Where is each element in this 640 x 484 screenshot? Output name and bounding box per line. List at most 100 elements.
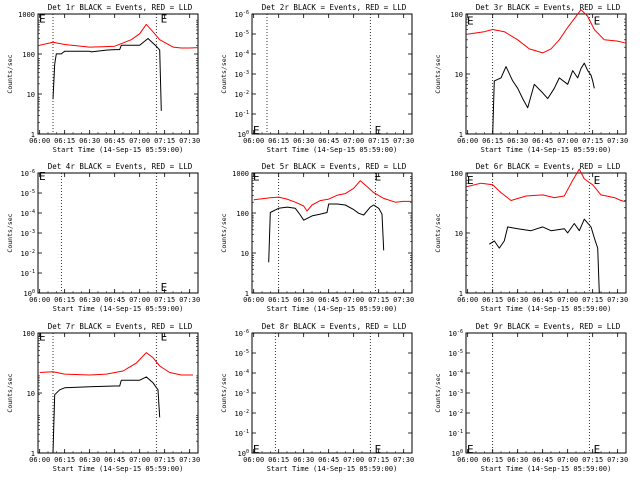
tick-exponent: -4 — [243, 50, 249, 56]
y-tick-label: 10-1 — [235, 110, 249, 119]
y-tick-label: 10-4 — [449, 369, 463, 378]
y-axis-label: Counts/sec — [434, 213, 442, 252]
plot-frame — [465, 332, 627, 454]
x-tick-label: 07:30 — [607, 137, 628, 145]
x-tick-label: 07:00 — [557, 456, 578, 464]
panel-det-9: Det 9r BLACK = Events, RED = LLD 100 10-1 1… — [434, 322, 628, 473]
y-tick-label: 100 — [450, 11, 463, 19]
e-marker: E — [594, 15, 601, 28]
tick-exponent: -5 — [457, 349, 463, 355]
y-tick-label: 10-4 — [235, 369, 249, 378]
panel-det-3: Det 3r BLACK = Events, RED = LLD 1 10 100 Co… — [434, 3, 628, 154]
y-tick-label: 1 — [31, 450, 35, 458]
x-tick-label: 06:45 — [104, 296, 125, 304]
panel-title: Det 9r BLACK = Events, RED = LLD — [476, 322, 621, 331]
y-tick-label: 10-2 — [235, 409, 249, 418]
x-tick-label: 07:30 — [607, 456, 628, 464]
e-marker: E — [253, 170, 260, 183]
y-tick-label: 10 — [27, 390, 35, 398]
y-tick-label: 10-4 — [21, 209, 35, 218]
x-tick-label: 07:30 — [179, 456, 200, 464]
y-tick-label: 10-5 — [449, 349, 463, 358]
x-tick-label: 06:00 — [457, 296, 478, 304]
y-tick-label: 100 — [452, 449, 463, 458]
x-axis-label: Start Time (14-Sep-15 05:59:00) — [267, 305, 398, 313]
y-tick-label: 100 — [238, 130, 249, 139]
x-tick-label: 06:00 — [243, 137, 264, 145]
x-tick-label: 06:30 — [293, 137, 314, 145]
tick-exponent: 0 — [460, 449, 463, 455]
panel-title: Det 5r BLACK = Events, RED = LLD — [262, 162, 407, 171]
x-tick-label: 07:00 — [129, 137, 150, 145]
tick-exponent: -3 — [29, 229, 35, 235]
x-tick-label: 07:00 — [557, 137, 578, 145]
y-tick-label: 10 — [455, 71, 463, 79]
x-axis-label: Start Time (14-Sep-15 05:59:00) — [481, 465, 612, 473]
x-tick-label: 06:45 — [532, 137, 553, 145]
y-tick-label: 1 — [459, 131, 463, 139]
panel-title: Det 8r BLACK = Events, RED = LLD — [262, 322, 407, 331]
y-tick-label: 100 — [22, 51, 35, 59]
tick-exponent: -6 — [243, 10, 249, 16]
y-tick-label: 10-3 — [235, 70, 249, 79]
panel-title: Det 2r BLACK = Events, RED = LLD — [262, 3, 407, 12]
x-tick-label: 06:45 — [318, 137, 339, 145]
x-tick-label: 06:00 — [243, 296, 264, 304]
tick-exponent: 0 — [32, 289, 35, 295]
x-tick-label: 07:30 — [607, 296, 628, 304]
x-tick-label: 07:30 — [393, 296, 414, 304]
events-rate-line — [268, 203, 385, 263]
lld-rate-line — [467, 168, 627, 203]
x-tick-label: 06:15 — [54, 137, 75, 145]
plot-frame — [37, 13, 199, 135]
plot-frame — [37, 172, 199, 294]
y-tick-label: 10-1 — [449, 429, 463, 438]
x-tick-label: 06:45 — [532, 456, 553, 464]
x-tick-label: 07:15 — [582, 296, 603, 304]
e-marker: E — [594, 443, 601, 456]
x-tick-label: 07:30 — [393, 137, 414, 145]
x-tick-label: 07:15 — [154, 456, 175, 464]
panel-det-2: Det 2r BLACK = Events, RED = LLD 100 10-1 1… — [220, 3, 414, 154]
x-tick-label: 07:00 — [343, 137, 364, 145]
x-tick-label: 07:00 — [343, 456, 364, 464]
tick-exponent: -2 — [243, 90, 249, 96]
y-tick-label: 10-6 — [235, 329, 249, 338]
x-tick-label: 06:45 — [318, 456, 339, 464]
x-tick-label: 06:00 — [243, 456, 264, 464]
y-tick-label: 10-2 — [21, 249, 35, 258]
tick-exponent: -3 — [243, 389, 249, 395]
e-marker: E — [467, 174, 474, 187]
e-marker: E — [375, 443, 382, 456]
y-tick-label: 10-1 — [235, 429, 249, 438]
x-tick-label: 07:15 — [368, 137, 389, 145]
tick-exponent: -5 — [243, 30, 249, 36]
x-tick-label: 06:00 — [29, 456, 50, 464]
tick-exponent: -3 — [243, 70, 249, 76]
panel-det-6: Det 6r BLACK = Events, RED = LLD 1 10 100 Co… — [434, 162, 628, 313]
x-tick-label: 06:15 — [54, 456, 75, 464]
tick-exponent: -1 — [457, 429, 463, 435]
x-tick-label: 07:15 — [154, 137, 175, 145]
tick-exponent: -1 — [243, 429, 249, 435]
x-tick-label: 07:15 — [368, 456, 389, 464]
x-tick-label: 06:30 — [507, 296, 528, 304]
y-tick-label: 10-5 — [21, 189, 35, 198]
x-tick-label: 07:00 — [557, 296, 578, 304]
y-tick-label: 10-4 — [235, 50, 249, 59]
e-marker: E — [39, 12, 46, 25]
x-tick-label: 06:15 — [482, 456, 503, 464]
events-rate-line — [492, 62, 595, 135]
tick-exponent: -2 — [243, 409, 249, 415]
tick-exponent: -6 — [29, 169, 35, 175]
y-tick-label: 10 — [27, 91, 35, 99]
x-tick-label: 07:30 — [393, 456, 414, 464]
tick-exponent: -5 — [243, 349, 249, 355]
tick-exponent: -4 — [29, 209, 35, 215]
x-axis-label: Start Time (14-Sep-15 05:59:00) — [481, 305, 612, 313]
x-tick-label: 06:00 — [457, 137, 478, 145]
y-tick-label: 1 — [459, 290, 463, 298]
x-tick-label: 06:15 — [268, 137, 289, 145]
tick-exponent: -2 — [29, 249, 35, 255]
